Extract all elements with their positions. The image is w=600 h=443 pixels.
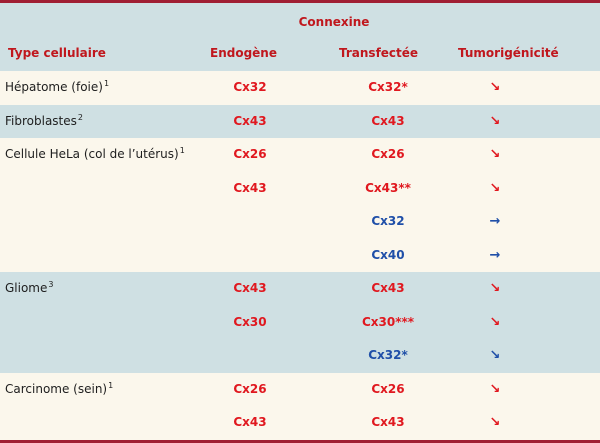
table-row: Cx30 Cx30*** ↘ xyxy=(0,306,600,340)
header-tumorigenicite: Tumorigénicité xyxy=(458,46,559,60)
table-row: Hépatome (foie)1 Cx32 Cx32* ↘ xyxy=(0,71,600,105)
arrow-down-right-icon: ↘ xyxy=(489,180,501,196)
table-row: Fibroblastes2 Cx43 Cx43 ↘ xyxy=(0,105,600,139)
table-row: Cx32* ↘ xyxy=(0,339,600,373)
arrow-down-right-icon: ↘ xyxy=(489,113,501,129)
table-row: Cx40 → xyxy=(0,239,600,273)
table-row: Carcinome (sein)1 Cx26 Cx26 ↘ xyxy=(0,373,600,407)
cell-type: Fibroblastes2 xyxy=(5,105,83,138)
cell-transfectee: Cx32* xyxy=(368,80,408,94)
cell-transfectee: Cx43 xyxy=(371,415,405,429)
cell-endogene xyxy=(200,205,300,238)
cell-transfectee: Cx43** xyxy=(365,180,411,195)
cell-type: Cellule HeLa (col de l’utérus)1 xyxy=(5,138,185,171)
cell-type-label: Fibroblastes xyxy=(5,113,77,128)
header-group-label: Connexine xyxy=(298,15,370,29)
arrow-down-right-icon: ↘ xyxy=(489,381,501,397)
arrow-right-icon: → xyxy=(489,214,501,229)
cell-transfectee: Cx30*** xyxy=(361,314,415,329)
header-endogene: Endogène xyxy=(210,46,277,60)
cell-transfectee: Cx26 xyxy=(371,381,405,396)
table-row: Cx32 → xyxy=(0,205,600,239)
table-row: Gliome3 Cx43 Cx43 ↘ xyxy=(0,272,600,306)
cell-endogene: Cx30 xyxy=(233,314,267,329)
arrow-right-icon: → xyxy=(489,247,501,263)
cell-type-label: Hépatome (foie) xyxy=(5,80,103,94)
arrow-down-right-icon: ↘ xyxy=(489,80,501,95)
header-type: Type cellulaire xyxy=(8,46,106,60)
cell-endogene: Cx32 xyxy=(233,80,267,94)
cell-transfectee: Cx26 xyxy=(371,147,405,161)
bottom-rule xyxy=(0,440,600,443)
cell-type: Gliome3 xyxy=(5,272,53,305)
reference-number: 1 xyxy=(108,380,114,390)
cell-endogene: Cx43 xyxy=(233,180,267,195)
cell-type: Carcinome (sein)1 xyxy=(5,373,113,406)
row-group: Cellule HeLa (col de l’utérus)1 Cx26 Cx26 ↘… xyxy=(0,138,600,272)
row-group: Gliome3 Cx43 Cx43 ↘ Cx30 Cx30*** ↘ Cx32* ↘ xyxy=(0,272,600,373)
row-group: Fibroblastes2 Cx43 Cx43 ↘ xyxy=(0,104,600,139)
cell-transfectee: Cx40 xyxy=(371,247,405,262)
cell-endogene: Cx26 xyxy=(233,381,267,396)
arrow-down-right-icon: ↘ xyxy=(489,348,501,363)
arrow-down-right-icon: ↘ xyxy=(489,147,501,162)
arrow-down-right-icon: ↘ xyxy=(489,415,501,430)
cell-endogene: Cx43 xyxy=(233,113,267,128)
cell-type-label: Gliome xyxy=(5,281,48,295)
cell-transfectee: Cx32* xyxy=(368,348,408,362)
arrow-down-right-icon: ↘ xyxy=(489,281,501,296)
cell-transfectee: Cx43 xyxy=(371,281,405,295)
top-rule xyxy=(0,0,600,3)
cell-endogene: Cx43 xyxy=(233,415,267,429)
cell-transfectee: Cx32 xyxy=(371,214,405,228)
reference-number: 1 xyxy=(103,79,110,88)
table-row: Cx43 Cx43** ↘ xyxy=(0,172,600,206)
table-row: Cellule HeLa (col de l’utérus)1 Cx26 Cx26 ↘ xyxy=(0,138,600,172)
table-row: Cx43 Cx43 ↘ xyxy=(0,406,600,440)
cell-type-label: Carcinome (sein) xyxy=(5,381,108,396)
reference-number: 3 xyxy=(48,280,54,289)
row-group: Carcinome (sein)1 Cx26 Cx26 ↘ Cx43 Cx43 ↘ xyxy=(0,372,600,440)
header-transfectee: Transfectée xyxy=(339,46,419,60)
cell-endogene xyxy=(200,339,300,372)
cell-type-label: Cellule HeLa (col de l’utérus) xyxy=(5,147,179,161)
row-group: Hépatome (foie)1 Cx32 Cx32* ↘ xyxy=(0,71,600,105)
cell-transfectee: Cx43 xyxy=(371,113,405,128)
cell-endogene: Cx26 xyxy=(233,147,267,161)
cell-endogene xyxy=(200,239,300,272)
reference-number: 1 xyxy=(179,146,185,155)
arrow-down-right-icon: ↘ xyxy=(489,314,501,330)
cell-type: Hépatome (foie)1 xyxy=(5,71,109,104)
reference-number: 2 xyxy=(77,112,83,122)
cell-endogene: Cx43 xyxy=(233,281,267,295)
table-header: Connexine Type cellulaire Endogène Trans… xyxy=(0,3,600,71)
